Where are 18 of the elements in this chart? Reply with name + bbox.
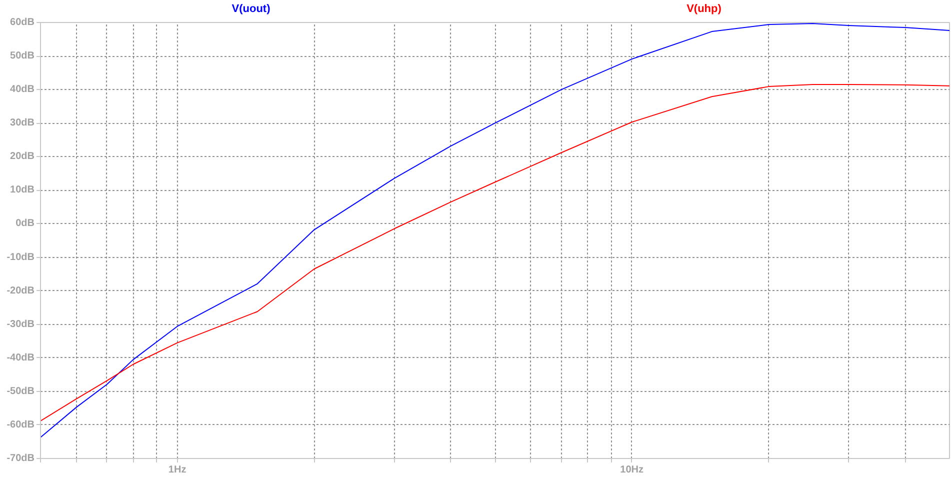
y-tick-label: 60dB bbox=[10, 17, 34, 28]
y-tick-label: 0dB bbox=[16, 218, 35, 230]
text: V(uout) bbox=[232, 2, 270, 17]
y-tick-label: 20dB bbox=[10, 151, 34, 162]
y-tick-label: -60dB bbox=[6, 419, 35, 430]
y-tick-label: -40dB bbox=[6, 352, 35, 364]
text: V(uhp) bbox=[686, 2, 722, 17]
x-tick-label: 1Hz bbox=[168, 464, 186, 476]
y-tick-label: -30dB bbox=[6, 318, 35, 330]
x-tick-label: 10Hz bbox=[620, 464, 644, 476]
y-tick-label: 30dB bbox=[10, 118, 34, 129]
y-tick-label: 50dB bbox=[10, 50, 34, 62]
y-tick-label: -70dB bbox=[6, 453, 35, 464]
y-tick-label: -10dB bbox=[6, 252, 35, 263]
y-tick-label: 40dB bbox=[10, 84, 34, 96]
y-tick-label: -50dB bbox=[6, 386, 35, 397]
y-tick-label: 10dB bbox=[10, 184, 34, 196]
y-tick-label: -20dB bbox=[6, 285, 35, 296]
